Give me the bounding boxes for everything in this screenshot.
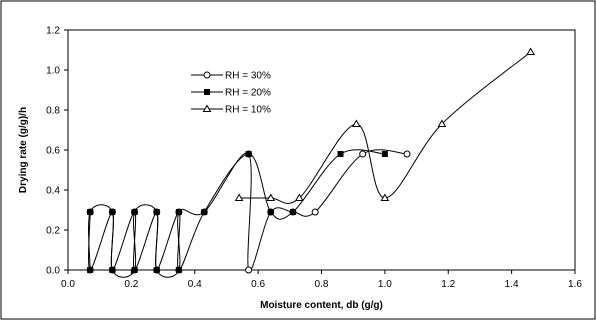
legend-marker-triangle xyxy=(202,104,212,112)
x-tick-label: 0.6 xyxy=(251,279,265,290)
data-point-triangle xyxy=(266,193,276,201)
legend-item-rh30: RH = 30% xyxy=(191,71,271,82)
x-axis-title: Moisture content, db (g/g) xyxy=(260,300,383,311)
x-tick-label: 1.0 xyxy=(378,279,392,290)
x-tick-label: 1.2 xyxy=(441,279,455,290)
data-point-triangle xyxy=(351,119,361,127)
y-tick-label: 0.4 xyxy=(46,186,60,197)
data-series xyxy=(86,47,536,278)
data-point-square xyxy=(245,151,252,157)
y-axis-title: Drying rate (g/g)/h xyxy=(18,107,29,193)
legend-label-rh30: RH = 30% xyxy=(225,71,271,82)
y-tick-label: 1.0 xyxy=(46,66,60,77)
legend: RH = 30% RH = 20% RH = 10% xyxy=(191,71,271,116)
y-tick-label: 0.8 xyxy=(46,106,60,117)
x-tick-label: 1.6 xyxy=(568,279,582,290)
data-point-square xyxy=(337,151,344,157)
legend-item-rh10: RH = 10% xyxy=(191,105,271,116)
legend-item-rh20: RH = 20% xyxy=(191,88,271,99)
data-point-square xyxy=(153,267,160,273)
data-point-circle xyxy=(403,150,411,158)
y-tick-label: 1.2 xyxy=(46,26,60,37)
x-tick-label: 0.8 xyxy=(315,279,329,290)
series-3 xyxy=(234,47,536,204)
data-point-triangle xyxy=(234,193,244,201)
legend-marker-square xyxy=(204,89,210,95)
legend-label-rh20: RH = 20% xyxy=(225,88,271,99)
x-tick-label: 0.0 xyxy=(61,279,75,290)
data-point-square xyxy=(289,209,296,215)
legend-label-rh10: RH = 10% xyxy=(225,105,271,116)
data-point-square xyxy=(131,267,138,273)
data-point-triangle xyxy=(380,193,390,201)
data-point-square xyxy=(153,209,160,215)
x-tick-label: 0.4 xyxy=(188,279,202,290)
legend-marker-circle xyxy=(203,71,211,79)
data-point-square xyxy=(109,267,116,273)
series-2 xyxy=(87,149,388,273)
data-point-square xyxy=(267,209,274,215)
data-point-square xyxy=(87,267,94,273)
y-tick-label: 0.2 xyxy=(46,226,60,237)
series-line xyxy=(88,149,385,271)
axis-ticks: 0.0 0.2 0.4 0.6 0.8 1.0 1.2 1.4 1.6 0.0 0.2 0.4 0.6 0… xyxy=(46,26,582,291)
data-point-square xyxy=(109,209,116,215)
data-point-square xyxy=(131,209,138,215)
data-point-triangle xyxy=(437,119,447,127)
data-point-square xyxy=(201,209,208,215)
y-tick-label: 0.6 xyxy=(46,146,60,157)
data-point-triangle xyxy=(526,47,536,55)
y-tick-label: 0.0 xyxy=(46,266,60,277)
data-point-circle xyxy=(245,266,253,274)
data-point-square xyxy=(87,209,94,215)
x-tick-label: 0.2 xyxy=(124,279,138,290)
x-tick-label: 1.4 xyxy=(505,279,519,290)
data-point-triangle xyxy=(294,193,304,201)
data-point-circle xyxy=(311,208,319,216)
data-point-square xyxy=(175,209,182,215)
data-point-circle xyxy=(359,150,367,158)
data-point-square xyxy=(381,151,388,157)
data-point-square xyxy=(175,267,182,273)
